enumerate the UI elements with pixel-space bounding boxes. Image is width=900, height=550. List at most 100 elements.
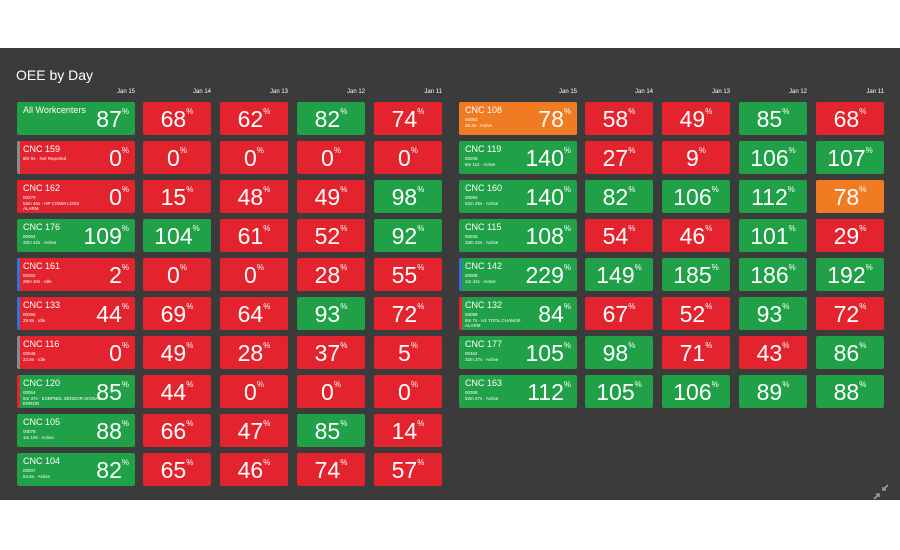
- oee-value: 67%: [585, 301, 653, 327]
- day-tile: 149%: [585, 258, 653, 291]
- oee-value: 72%: [374, 301, 442, 327]
- oee-number: 109: [83, 223, 122, 249]
- workcenter-detail: 52m 45s · Active: [465, 200, 499, 206]
- oee-value: 104%: [143, 223, 211, 249]
- oee-value: 85%: [739, 106, 807, 132]
- workcenter-tile[interactable]: CNC 116 00048 23.9s · Idle 0%: [17, 336, 135, 369]
- oee-value: 88%: [816, 379, 884, 405]
- oee-number: 82: [602, 184, 629, 210]
- oee-unit: %: [563, 302, 571, 311]
- workcenter-detail: 00262: [23, 273, 36, 278]
- oee-number: 89: [756, 379, 783, 405]
- day-tile: 61%: [220, 219, 288, 252]
- oee-number: 185: [673, 262, 712, 288]
- workcenter-detail: 00064: [23, 234, 36, 239]
- day-tile: 192%: [816, 258, 884, 291]
- workcenter-tile[interactable]: CNC 161 00262 29m 40s · Idle 2%: [17, 258, 135, 291]
- oee-number: 86: [833, 340, 860, 366]
- workcenter-detail: 6m 11s · Active: [465, 161, 496, 167]
- oee-value: 149%: [585, 262, 653, 288]
- workcenter-detail: 53m 27s · Active: [465, 395, 499, 401]
- oee-value: 82%: [585, 184, 653, 210]
- oee-value: 0%: [109, 145, 129, 171]
- oee-number: 64: [237, 301, 264, 327]
- oee-number: 82: [314, 106, 341, 132]
- day-tile: 78%: [816, 180, 884, 213]
- oee-number: 229: [525, 262, 564, 288]
- day-header: Jan 14: [634, 89, 653, 95]
- workcenter-tile[interactable]: CNC 105 00078 1m 10s · Active 88%: [17, 414, 135, 447]
- oee-number: 74: [391, 106, 418, 132]
- day-tile: 105%: [585, 375, 653, 408]
- oee-unit: %: [865, 146, 873, 155]
- oee-value: 15%: [143, 184, 211, 210]
- workcenter-detail: 00064: [23, 390, 36, 395]
- oee-unit: %: [121, 302, 129, 311]
- oee-unit: %: [628, 146, 636, 155]
- workcenter-tile[interactable]: CNC 160 00063 52m 45s · Active 140%: [459, 180, 577, 213]
- oee-unit: %: [782, 341, 790, 350]
- day-tile: 37%: [297, 336, 365, 369]
- collapse-icon[interactable]: [872, 483, 890, 501]
- day-tile: 82%: [585, 180, 653, 213]
- oee-number: 58: [602, 106, 629, 132]
- workcenter-tile[interactable]: CNC 108 00053 46.3s · Active 78%: [459, 102, 577, 135]
- oee-value: 108%: [526, 223, 572, 249]
- oee-number: 46: [679, 223, 706, 249]
- oee-value: 49%: [143, 340, 211, 366]
- day-tile: 14%: [374, 414, 442, 447]
- oee-unit: %: [186, 380, 194, 389]
- oee-value: 140%: [526, 184, 572, 210]
- workcenter-name: All Workcenters: [23, 105, 86, 115]
- workcenter-tile[interactable]: CNC 120 00064 5m 37s · ESBPNDL SENSOR SIGN…: [17, 375, 135, 408]
- oee-value: 5%: [374, 340, 442, 366]
- oee-value: 28%: [297, 262, 365, 288]
- day-tile: 0%: [297, 375, 365, 408]
- workcenter-tile[interactable]: CNC 176 00064 32m 42s · Active 109%: [17, 219, 135, 252]
- oee-number: 72: [391, 301, 418, 327]
- oee-number: 85: [96, 379, 122, 405]
- oee-number: 106: [750, 145, 789, 171]
- oee-number: 68: [160, 106, 187, 132]
- day-tile: 58%: [585, 102, 653, 135]
- oee-number: 192: [827, 262, 866, 288]
- oee-number: 55: [391, 262, 418, 288]
- workcenter-tile[interactable]: CNC 159 8hr 0s · Not Reported 0%: [17, 141, 135, 174]
- oee-value: 66%: [143, 418, 211, 444]
- workcenter-tile[interactable]: CNC 119 00208 6m 11s · Active 140%: [459, 141, 577, 174]
- workcenter-detail: 00007: [23, 468, 36, 473]
- workcenter-tile[interactable]: CNC 163 00308 53m 27s · Active 112%: [459, 375, 577, 408]
- workcenter-tile[interactable]: CNC 132 00058 8m 7s · H1 TOOL CHANGE ALARM 8…: [459, 297, 577, 330]
- workcenter-tile[interactable]: CNC 104 00007 54.8s · Active 82%: [17, 453, 135, 486]
- workcenter-tile[interactable]: CNC 133 00266 29.8s · Idle 44%: [17, 297, 135, 330]
- oee-value: 106%: [662, 184, 730, 210]
- workcenter-name: CNC 142: [465, 261, 503, 271]
- workcenter-detail: ERROR: [23, 401, 40, 406]
- workcenter-detail: 46.3s · Active: [465, 122, 493, 128]
- day-tile: 0%: [143, 258, 211, 291]
- oee-value: 49%: [297, 184, 365, 210]
- oee-number: 0: [321, 379, 334, 405]
- workcenter-detail: 5m 37s · ESBPNDL SENSOR SIGNAL: [23, 395, 101, 401]
- oee-number: 84: [538, 301, 564, 327]
- workcenter-tile[interactable]: CNC 162 00270 52m 40s · HP COMM LOSS ALARM 0…: [17, 180, 135, 213]
- workcenter-tile[interactable]: All Workcenters 87%: [17, 102, 135, 135]
- oee-unit: %: [340, 458, 348, 467]
- oee-unit: %: [340, 341, 348, 350]
- oee-unit: %: [256, 380, 264, 389]
- oee-unit: %: [859, 185, 867, 194]
- workcenter-detail: 52m 40s · HP COMM LOSS: [23, 200, 80, 206]
- workcenter-tile[interactable]: CNC 115 00026 33m 42s · Active 108%: [459, 219, 577, 252]
- oee-unit: %: [417, 107, 425, 116]
- day-tile: 0%: [374, 375, 442, 408]
- oee-value: 106%: [739, 145, 807, 171]
- workcenter-detail: ALARM: [465, 323, 481, 328]
- oee-unit: %: [340, 185, 348, 194]
- workcenter-tile[interactable]: CNC 142 00008 1m 41s · Active 229%: [459, 258, 577, 291]
- day-header: Jan 11: [424, 89, 442, 95]
- oee-unit: %: [121, 419, 129, 428]
- oee-unit: %: [121, 263, 129, 272]
- oee-number: 186: [750, 262, 789, 288]
- workcenter-tile[interactable]: CNC 177 00464 32m 37s · Active 105%: [459, 336, 577, 369]
